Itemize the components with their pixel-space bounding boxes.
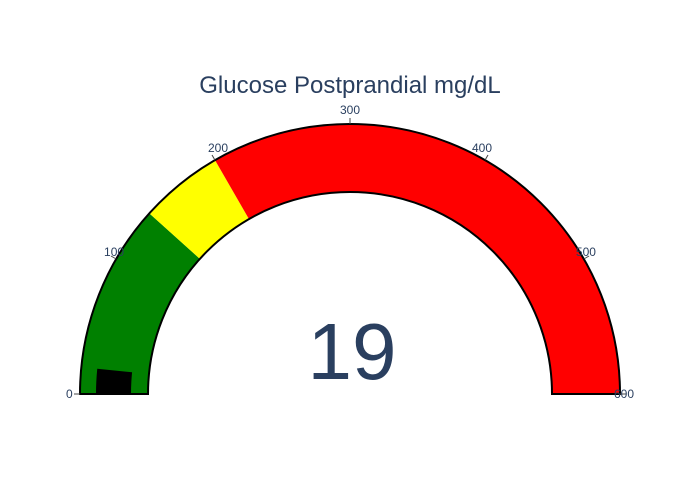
gauge-step-1 bbox=[149, 160, 249, 259]
gauge-steps bbox=[80, 124, 620, 395]
gauge-outline-group bbox=[78, 123, 622, 395]
gauge-outline bbox=[78, 123, 622, 395]
gauge-tick-label-0: 0 bbox=[66, 387, 73, 401]
gauge-value-number: 19 bbox=[308, 307, 397, 396]
chart-title: Glucose Postprandial mg/dL bbox=[199, 72, 501, 99]
gauge-step-0 bbox=[80, 213, 200, 394]
gauge-tick-label-500: 500 bbox=[576, 245, 596, 259]
gauge-value-bar bbox=[96, 368, 133, 394]
gauge-step-2 bbox=[215, 124, 620, 395]
gauge-tick-400 bbox=[484, 154, 489, 161]
gauge-tick-label-100: 100 bbox=[104, 245, 124, 259]
gauge-tick-100 bbox=[110, 255, 117, 260]
gauge-tick-200 bbox=[211, 154, 216, 161]
gauge-tick-label-300: 300 bbox=[340, 103, 360, 117]
gauge-tick-500 bbox=[583, 255, 590, 260]
gauge-tick-label-600: 600 bbox=[614, 387, 634, 401]
gauge-tick-label-400: 400 bbox=[472, 141, 492, 155]
gauge-axis: 0 100 200 300 400 500 600 bbox=[66, 103, 634, 401]
gauge-tick-label-200: 200 bbox=[208, 141, 228, 155]
gauge-value-bar-group bbox=[96, 368, 133, 394]
